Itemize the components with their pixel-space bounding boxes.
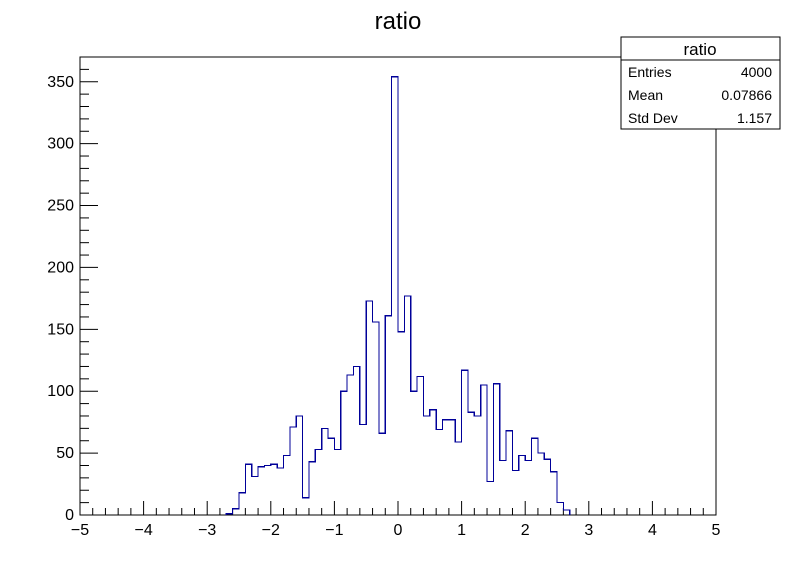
- y-axis: 0 50 100 150 200 250 300 350: [47, 68, 98, 524]
- stats-box: ratio Entries 4000 Mean 0.07866 Std Dev …: [620, 36, 781, 130]
- y-tick-label: 300: [47, 136, 74, 153]
- stats-box-frame: [620, 36, 781, 130]
- y-tick-label: 350: [47, 74, 74, 91]
- x-tick-label: −1: [325, 522, 343, 539]
- stats-mean-label: Mean: [628, 87, 663, 103]
- x-tick-label: 5: [712, 522, 721, 539]
- x-tick-label: −3: [198, 522, 216, 539]
- x-tick-label: −2: [262, 522, 280, 539]
- y-tick-label: 250: [47, 198, 74, 215]
- x-tick-label: 4: [648, 522, 657, 539]
- y-tick-label: 0: [65, 507, 74, 524]
- chart-title: ratio: [375, 8, 422, 35]
- histogram-series: [225, 76, 571, 515]
- stats-entries-value: 4000: [741, 64, 772, 80]
- y-tick-label: 150: [47, 321, 74, 338]
- y-tick-label: 100: [47, 383, 74, 400]
- stats-mean-value: 0.07866: [721, 87, 772, 103]
- y-tick-label: 200: [47, 259, 74, 276]
- x-tick-label: 0: [394, 522, 403, 539]
- x-tick-label: −5: [71, 522, 89, 539]
- stats-stddev-label: Std Dev: [628, 110, 678, 126]
- x-tick-label: 2: [521, 522, 530, 539]
- stats-box-title: ratio: [683, 40, 716, 59]
- histogram-outline: [225, 76, 571, 515]
- x-tick-label: 3: [584, 522, 593, 539]
- x-tick-label: −4: [134, 522, 152, 539]
- x-tick-label: 1: [457, 522, 466, 539]
- stats-entries-label: Entries: [628, 64, 672, 80]
- y-tick-label: 50: [56, 445, 74, 462]
- x-axis: −5 −4 −3 −2 −1 0 1 2 3 4 5: [71, 501, 721, 539]
- stats-stddev-value: 1.157: [737, 110, 772, 126]
